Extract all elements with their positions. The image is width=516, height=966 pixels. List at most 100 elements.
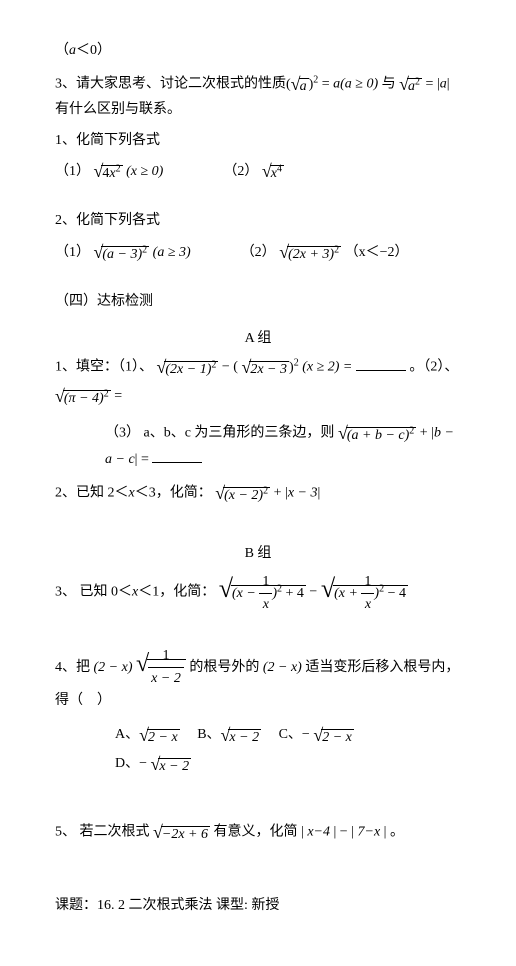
b4-pre: 4、把 [55,660,90,675]
b4-factor: (2 − x) [94,660,133,675]
line-3-discuss: 3、请大家思考、讨论二次根式的性质(√a)2 = a(a ≥ 0) 与 √a2 … [55,70,461,121]
abs-close: | [317,486,320,501]
expr: (2x − 1) [165,362,211,377]
den: x [361,594,374,616]
cond: (a ≥ 3) [153,245,191,260]
b4-line: 4、把 (2 − x) √1x − 2 的根号外的 (2 − x) 适当变形后移… [55,645,461,713]
a2-mid: ＜3，化简： [135,486,212,501]
expr: x − 2 [158,758,191,774]
a2-line: 2、已知 2＜x＜3，化简： √(x − 2)2 + |x − 3| [55,479,461,508]
coef: 4 [102,166,109,181]
a1-3-pre: （3） [105,426,140,441]
s2-item1: （1） √(a − 3)2 (a ≥ 3) [55,241,191,263]
expr: 2x − 3 [249,361,289,377]
sup: 4 [277,164,282,175]
cond: (x ≥ 2) = [302,360,356,375]
b3-mid: ＜1，化简： [138,584,215,599]
den: x [259,594,272,616]
sup: 2 [211,360,216,371]
blank-2 [152,448,202,463]
minus: − [309,584,320,599]
b5-line: 5、 若二次根式 √−2x + 6 有意义，化简 | x−4 | − | 7−x… [55,818,461,847]
line-a-lt-0: （a＜0） [55,40,461,62]
q3-text: 3、请大家思考、讨论二次根式的性质 [55,77,286,92]
den: x − 2 [148,668,184,690]
a1-3-line: （3） a、b、c 为三角形的三条边，则 √(a + b − c)2 + |b … [105,419,461,471]
s2-item2: （2） √(2x + 3)2 （x＜−2） [241,241,409,263]
group-a-label: A 组 [55,327,461,347]
radicand: a [408,79,415,94]
b3-pre: 3、 已知 0＜ [55,584,132,599]
abs-close: | [447,77,450,92]
label: D、− [115,756,151,771]
num: 1 [148,645,184,668]
sec2-items: （1） √(a − 3)2 (a ≥ 3) （2） √(2x + 3)2 （x＜… [55,241,461,263]
a2-pre: 2、已知 2＜ [55,486,129,501]
label: B、 [197,727,220,742]
sec1-items: （1） √44xx2 (x ≥ 0) （2） √x4 [55,160,461,182]
label: （1） [55,245,90,260]
s1-item2: （2） √x4 [223,160,284,182]
sup: 2 [142,244,147,255]
abs-a: a [440,77,447,92]
a1-sep: 。（2）、 [409,360,458,375]
sup: 2 [334,244,339,255]
sup: 2 [409,425,414,436]
eq: = [318,77,333,92]
plus4: + 4 [282,586,304,601]
b3-line: 3、 已知 0＜x＜1，化简： √(x − 1x)2 + 4 − √(x + 1… [55,568,461,617]
label: A、 [115,727,139,742]
expr: (x + [334,586,361,601]
opt-a: A、√2 − x [115,727,180,742]
expr: 2 − x [147,729,180,745]
minus4: − 4 [384,586,406,601]
num: 1 [259,571,272,594]
plus-abs: + | [274,486,288,501]
q3-expr1: (√a)2 [286,77,318,92]
b5-tail: | 。 [380,825,404,840]
plus-abs: + | [420,426,434,441]
b4-factor2: (2 − x) [263,660,302,675]
abs1: x−4 [307,825,330,840]
b5-mid2: | − | [330,825,358,840]
b5-pre: 5、 若二次根式 [55,825,153,840]
abs-expr: x − 3 [288,486,318,501]
b5-mid: 有意义，化简 | [214,825,308,840]
expr: (π − 4) [64,391,104,406]
label: （2） [241,245,276,260]
sup: 2 [104,388,109,399]
cond: (x ≥ 0) [126,164,163,179]
abs-close: | = [135,452,153,467]
label: （2） [223,164,258,179]
a1-line: 1、填空：（1）、 √(2x − 1)2 − ( √2x − 3)2 (x ≥ … [55,353,461,411]
expr: 2 − x [321,729,354,745]
footer-line: 课题：16. 2 二次根式乘法 课型: 新授 [55,895,461,917]
s1-item1: （1） √44xx2 (x ≥ 0) [55,160,163,182]
section4-heading: （四）达标检测 [55,291,461,313]
expr: (a + b − c) [347,428,409,443]
minus: − ( [222,360,238,375]
q3-expr2: √a2 [399,77,422,92]
group-b-label: B 组 [55,542,461,562]
sup: 2 [415,77,420,88]
expr: (2x + 3) [288,247,334,262]
sup: 2 [263,485,268,496]
b4-options: A、√2 − x B、√x − 2 C、− √2 − x D、− √x − 2 [115,721,461,779]
opt-b: B、√x − 2 [197,727,261,742]
var-a: a [69,43,76,58]
expr: −2x + 6 [161,826,210,842]
sec1-title: 1、化简下列各式 [55,130,461,152]
cond-lt0: ＜0） [76,43,111,58]
sup: 2 [116,164,121,175]
paren-open: （ [55,43,69,58]
eq: = [114,389,122,404]
expr: (x − [232,586,259,601]
expr: (a − 3) [102,247,142,262]
radicand: a [299,78,309,94]
sec2-title: 2、化简下列各式 [55,210,461,232]
q3-and: 与 [378,77,399,92]
a1-3-txt: a、b、c 为三角形的三条边，则 [144,426,338,441]
q3-tail: 有什么区别与联系。 [55,102,181,117]
expr: x − 2 [228,729,261,745]
blank-1 [356,356,406,371]
